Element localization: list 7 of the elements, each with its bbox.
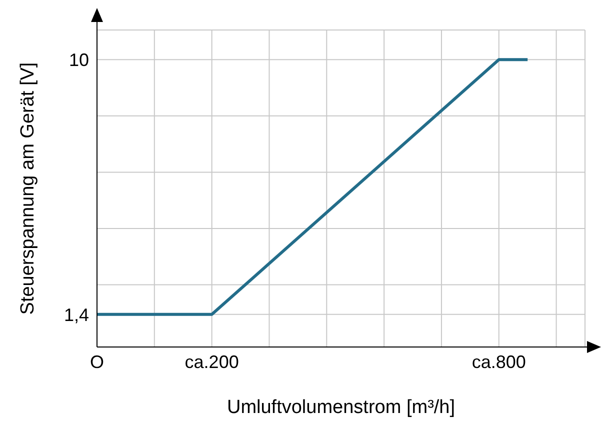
y-tick-label: 1,4	[64, 304, 89, 325]
x-tick-label: ca.800	[472, 352, 526, 372]
y-tick-label: 10	[68, 50, 89, 70]
y-axis-title: Steuerspannung am Gerät [V]	[18, 62, 39, 315]
x-tick-label: ca.200	[184, 352, 239, 372]
x-axis-title: Umluftvolumenstrom [m³/h]	[226, 397, 456, 418]
x-tick-label: O	[90, 352, 104, 372]
